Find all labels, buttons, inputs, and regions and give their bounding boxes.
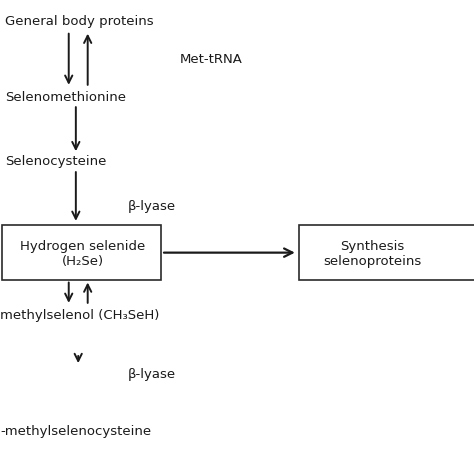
Text: -methylselenocysteine: -methylselenocysteine (0, 425, 151, 438)
Bar (299, 225, 474, 280)
Text: Selenomethionine: Selenomethionine (5, 91, 126, 104)
Text: Met-tRNA: Met-tRNA (180, 53, 243, 66)
Text: General body proteins: General body proteins (5, 15, 154, 28)
Text: Selenocysteine: Selenocysteine (5, 155, 106, 168)
Text: Synthesis
selenoproteins: Synthesis selenoproteins (323, 239, 421, 268)
Text: β-lyase: β-lyase (128, 200, 176, 213)
Text: Hydrogen selenide
(H₂Se): Hydrogen selenide (H₂Se) (20, 239, 146, 268)
Text: methylselenol (CH₃SeH): methylselenol (CH₃SeH) (0, 309, 159, 322)
Text: β-lyase: β-lyase (128, 368, 176, 381)
Bar (2, 225, 161, 280)
